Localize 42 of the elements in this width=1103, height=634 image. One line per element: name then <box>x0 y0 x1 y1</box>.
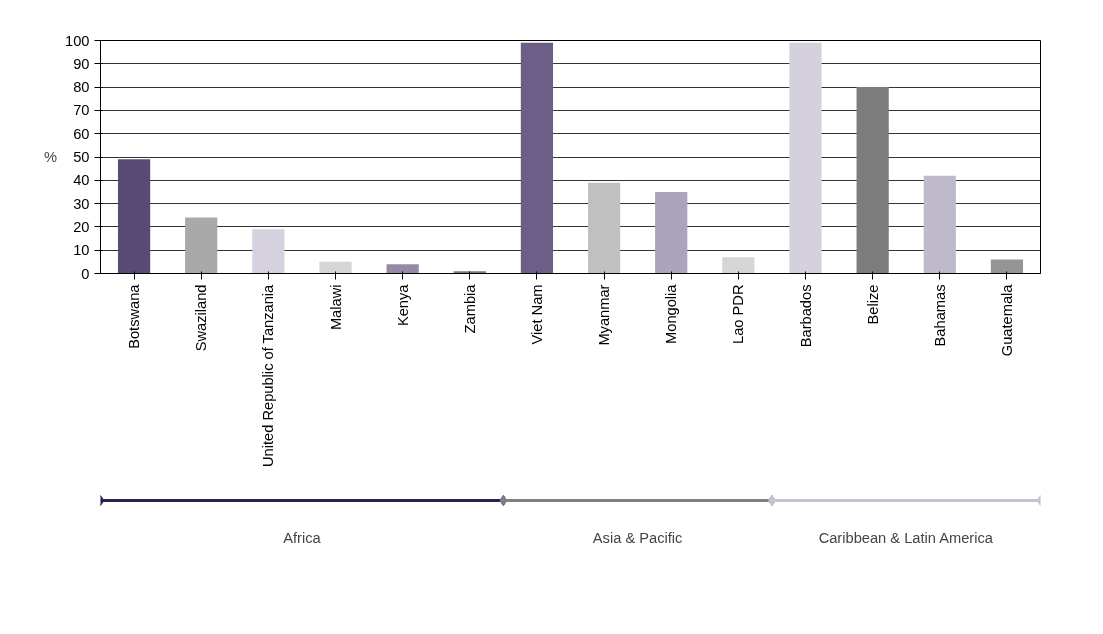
y-tick-label: 0 <box>81 265 90 282</box>
bar <box>856 87 889 274</box>
text: Caribbean & Latin America <box>818 529 994 546</box>
x-tick-label: Bahamas <box>931 284 948 347</box>
y-tick-label: 60 <box>73 125 90 142</box>
bar <box>319 261 352 274</box>
bar <box>789 42 822 274</box>
y-tick-label: 50 <box>73 149 90 165</box>
x-tick-label: Malawi <box>327 284 344 331</box>
x-tick-label: Swaziland <box>193 284 210 352</box>
y-tick-label: 80 <box>73 79 90 96</box>
y-tick-label: 100 <box>65 32 90 49</box>
bar <box>722 257 755 274</box>
y-tick-label: 90 <box>73 55 90 72</box>
y-axis-title: % <box>44 149 58 165</box>
bar <box>117 159 151 274</box>
y-tick-label: 10 <box>73 242 90 259</box>
x-tick-label: Myanmar <box>596 284 613 346</box>
x-tick-label: Guatemala <box>998 283 1015 357</box>
text: Africa <box>283 529 322 546</box>
bar <box>923 175 956 274</box>
x-tick-label: Kenya <box>394 283 411 327</box>
bar <box>185 217 218 274</box>
bar <box>587 182 621 274</box>
y-tick-label: 30 <box>73 195 90 212</box>
x-tick-label: Belize <box>864 284 881 325</box>
bar <box>520 42 554 274</box>
y-tick-label: 20 <box>73 218 90 235</box>
x-tick-label: Barbados <box>797 284 814 348</box>
y-tick-label: 70 <box>73 102 90 119</box>
x-tick-label: Zambia <box>461 283 478 334</box>
bar <box>386 264 419 274</box>
x-tick-label: United Republic of Tanzania <box>260 283 277 467</box>
x-tick-label: Mongolia <box>663 283 680 344</box>
bar <box>252 229 285 274</box>
text: Asia & Pacific <box>592 529 683 546</box>
bar <box>655 191 688 274</box>
x-tick-label: Viet Nam <box>528 284 545 345</box>
x-tick-label: Lao PDR <box>730 284 747 344</box>
y-tick-label: 40 <box>73 172 90 189</box>
x-tick-label: Botswana <box>126 283 143 349</box>
bar <box>990 259 1024 274</box>
